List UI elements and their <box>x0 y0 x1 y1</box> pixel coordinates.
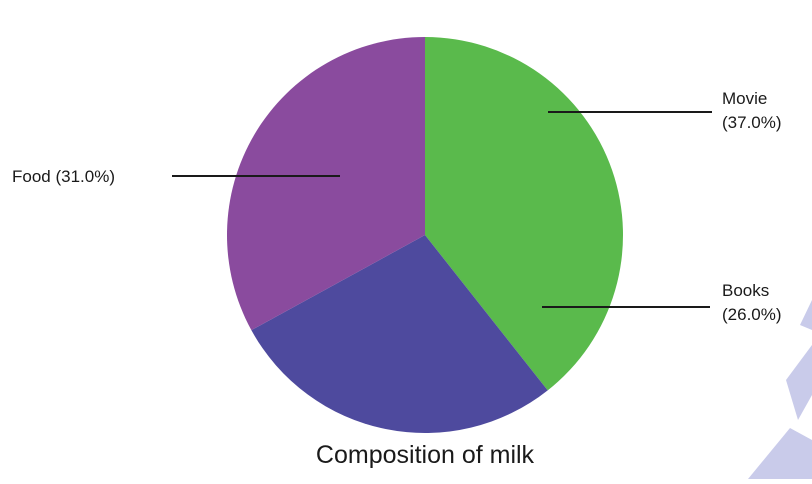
watermark-shape-2 <box>748 428 812 479</box>
slice-label-books: Books <box>722 281 769 300</box>
slice-label-movie-percent: (37.0%) <box>722 113 782 132</box>
chart-title: Composition of milk <box>316 441 535 469</box>
watermark-shape-1 <box>786 345 812 420</box>
pie-slices <box>226 37 623 433</box>
watermark <box>748 300 812 479</box>
pie-slice-movie <box>425 37 623 391</box>
slice-label-books-percent: (26.0%) <box>722 305 782 324</box>
leader-lines <box>172 111 712 308</box>
pie-slice-books <box>251 235 548 433</box>
slice-label-movie: Movie <box>722 89 767 108</box>
pie-slice-food <box>226 37 425 331</box>
watermark-shape-3 <box>800 300 812 330</box>
slice-label-food: Food (31.0%) <box>12 167 115 186</box>
slice-labels: Movie (37.0%) Books (26.0%) Food (31.0%) <box>12 89 782 324</box>
